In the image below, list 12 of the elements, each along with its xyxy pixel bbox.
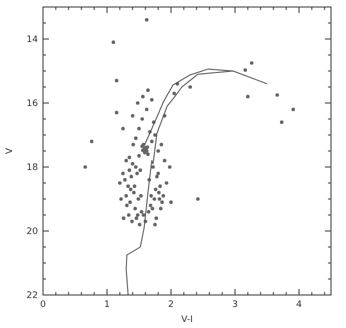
y-axis-title: V — [5, 147, 15, 154]
y-tick-label: 16 — [26, 99, 38, 109]
x-tick-label: 1 — [104, 300, 110, 310]
x-tick-label: 2 — [168, 300, 174, 310]
x-tick-label: 4 — [296, 300, 302, 310]
x-axis-title: V-I — [181, 315, 193, 325]
y-tick-label: 22 — [26, 291, 38, 301]
y-tick-label: 20 — [26, 227, 38, 237]
y-tick-label: 14 — [26, 35, 38, 45]
x-tick-label: 3 — [232, 300, 238, 310]
y-tick-label: 18 — [26, 163, 38, 173]
x-tick-label: 0 — [40, 300, 46, 310]
